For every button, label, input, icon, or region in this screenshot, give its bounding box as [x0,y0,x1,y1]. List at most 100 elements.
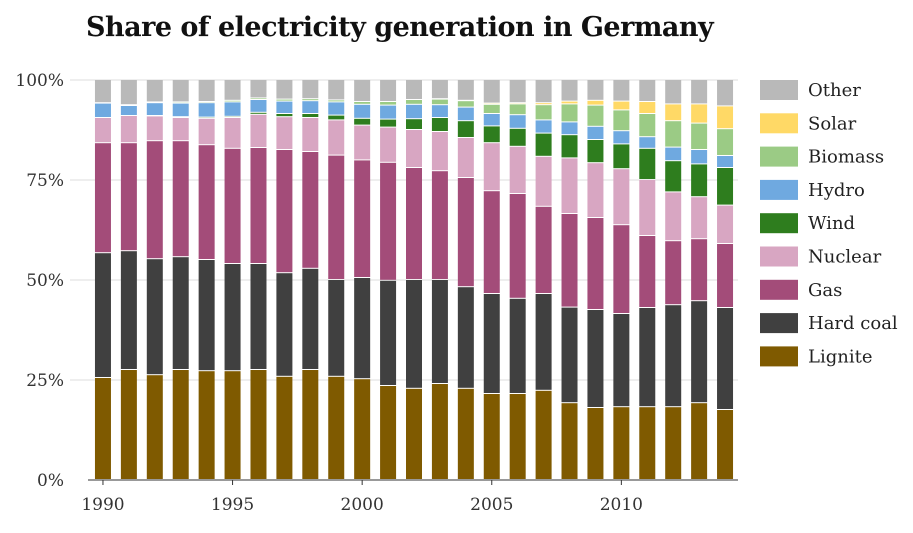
bar-segment-lignite-1991 [120,370,137,479]
bar-segment-hydro-1991 [120,106,137,115]
bar-segment-gas-2001 [380,162,397,280]
legend-swatch [760,346,798,367]
bar-segment-hydro-2013 [691,150,708,164]
bar-segment-gas-2006 [509,194,526,298]
bar-segment-hydro-1994 [198,103,215,117]
legend-label: Wind [808,213,855,234]
bar-segment-other-2011 [639,80,656,101]
bar-segment-hydro-1992 [146,103,163,115]
bar-segment-gas-2008 [561,214,578,307]
bar-segment-wind-2013 [691,164,708,197]
y-tick-label: 100% [15,71,64,91]
legend-swatch [760,80,798,100]
bar-segment-other-1999 [328,80,345,100]
y-tick-label: 50% [26,271,64,291]
bar-segment-nuclear-1993 [172,118,189,141]
bar-segment-other-1991 [120,80,137,105]
bar-segment-lignite-2013 [691,403,708,479]
bar-segment-wind-2006 [509,128,526,146]
bar-segment-other-2009 [587,80,604,100]
bar-segment-hard-coal-1990 [94,253,111,377]
legend-item-other: Other [760,80,861,101]
bar-segment-hard-coal-1997 [276,273,293,376]
bar-segment-hydro-1999 [328,102,345,115]
bar-segment-gas-2009 [587,218,604,309]
y-tick-label: 0% [37,471,64,491]
bar-segment-gas-1991 [120,143,137,251]
bar-segment-biomass-1997 [276,99,293,101]
legend-swatch [760,179,798,200]
bar-segment-biomass-2013 [691,123,708,149]
legend-label: Solar [808,113,857,134]
bar-segment-lignite-2011 [639,407,656,479]
bar-segment-hard-coal-2002 [406,280,422,388]
bar-segment-lignite-2005 [483,394,500,479]
bar-segment-wind-2004 [457,121,474,137]
chart-title: Share of electricity generation in Germa… [86,12,714,43]
bar-segment-other-2010 [613,80,630,101]
legend-item-biomass: Biomass [760,146,884,168]
bar-segment-nuclear-2002 [406,130,422,167]
bar-segment-wind-2014 [717,168,734,205]
bar-segment-lignite-2007 [535,390,552,479]
bar-segment-other-2001 [380,80,397,101]
bar-segment-other-1994 [198,80,215,101]
bar-segment-lignite-1994 [198,371,215,479]
bar-segment-gas-1994 [198,145,215,259]
bar-segment-hard-coal-1993 [172,257,189,369]
legend-swatch [760,313,798,334]
legend-label: Other [808,80,861,101]
bar-segment-nuclear-2009 [587,163,604,217]
bar-segment-wind-1998 [302,114,319,117]
bar-segment-hard-coal-2003 [431,280,448,383]
bar-segment-gas-1995 [224,148,241,263]
bar-segment-nuclear-2000 [354,125,371,160]
bar-segment-lignite-1998 [302,370,319,479]
bar-segment-biomass-1996 [250,98,267,99]
legend-label: Hydro [808,180,865,201]
bar-segment-hydro-1997 [276,101,293,113]
legend-label: Hard coal [808,313,898,334]
bar-segment-lignite-2003 [431,384,448,479]
bar-segment-other-2006 [509,80,526,103]
y-tick-label: 75% [26,171,64,191]
bar-segment-hard-coal-2009 [587,310,604,407]
bar-segment-hydro-2010 [613,131,630,144]
bar-segment-lignite-2006 [509,394,526,479]
bar-segment-nuclear-2010 [613,169,630,225]
bar-segment-hard-coal-1998 [302,268,319,369]
bar-segment-gas-2005 [483,191,500,293]
bar-segment-nuclear-2004 [457,138,474,177]
bar-segment-other-1990 [94,80,111,103]
legend-label: Lignite [808,346,872,367]
bar-segment-wind-2000 [354,118,371,125]
legend-label: Gas [808,280,842,301]
bar-segment-hydro-2011 [639,137,656,148]
bar-segment-hydro-2000 [354,104,371,118]
bar-segment-hard-coal-1999 [328,280,345,376]
bar-segment-hard-coal-1991 [120,251,137,369]
bar-segment-wind-2012 [665,161,682,192]
bar-segment-hard-coal-2007 [535,294,552,390]
bar-segment-nuclear-2003 [431,132,448,171]
bar-segment-hydro-1998 [302,101,319,113]
bar-segment-hard-coal-2005 [483,294,500,393]
bar-segment-biomass-1995 [224,100,241,102]
bar-segment-solar-2009 [587,100,604,105]
bar-segment-wind-2007 [535,133,552,156]
x-tick-label: 2010 [600,495,643,515]
bar-segment-wind-2002 [406,119,422,129]
bar-segment-gas-1990 [94,143,111,253]
bar-segment-biomass-1999 [328,100,345,102]
bar-segment-nuclear-1995 [224,118,241,148]
legend-label: Biomass [808,147,884,168]
bar-segment-nuclear-2012 [665,192,682,241]
bar-segment-gas-1999 [328,155,345,279]
bar-segment-wind-2005 [483,126,500,143]
bar-segment-hard-coal-2004 [457,287,474,388]
bar-segment-nuclear-2007 [535,156,552,206]
bar-segment-nuclear-1997 [276,117,293,149]
bar-segment-hydro-2012 [665,147,682,161]
bar-segment-lignite-2008 [561,403,578,479]
